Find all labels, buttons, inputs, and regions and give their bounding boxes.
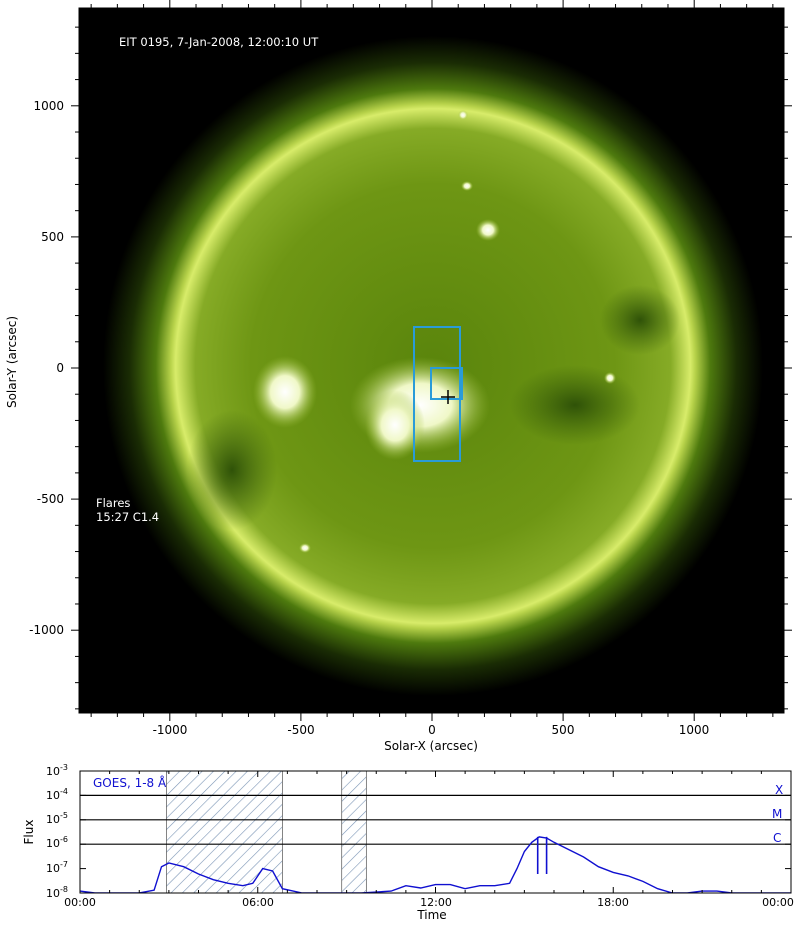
goes-panel: GOES, 1-8 Å X M C 10-3 10-4 10-5 10-6 10… bbox=[22, 763, 794, 922]
context-box bbox=[413, 326, 461, 462]
flux-class-levels bbox=[80, 794, 791, 845]
x-tick-label: -1000 bbox=[153, 723, 188, 737]
x-tick-label: 00:00 bbox=[762, 896, 794, 909]
y-tick-label: 500 bbox=[41, 230, 64, 244]
y-tick-label: 1000 bbox=[33, 99, 64, 113]
shaded-intervals bbox=[166, 770, 367, 894]
y-tick-label: -500 bbox=[37, 492, 64, 506]
y-tick-label: -1000 bbox=[29, 623, 64, 637]
x-tick-label: 500 bbox=[552, 723, 575, 737]
shaded-interval bbox=[341, 770, 367, 894]
y-axis-label: Solar-Y (arcsec) bbox=[5, 316, 19, 408]
y-tick-label: 10-8 bbox=[46, 885, 68, 900]
goes-flux-line bbox=[80, 836, 791, 893]
image-title: EIT 0195, 7-Jan-2008, 12:00:10 UT bbox=[119, 35, 319, 49]
flares-heading: Flares bbox=[96, 496, 130, 510]
coronal-hole-left bbox=[187, 410, 277, 530]
y-tick-label: 10-7 bbox=[46, 860, 68, 875]
bright-point-north-2 bbox=[461, 181, 473, 191]
bright-point-north bbox=[476, 219, 500, 241]
coronal-hole-right bbox=[510, 365, 640, 445]
flare-box bbox=[430, 367, 463, 400]
goes-y-axis-label: Flux bbox=[22, 820, 36, 845]
shaded-interval bbox=[166, 770, 283, 894]
bright-point-limb bbox=[458, 110, 468, 120]
x-tick-label: 18:00 bbox=[597, 896, 629, 909]
y-tick-label: 0 bbox=[56, 361, 64, 375]
x-tick-label: 1000 bbox=[679, 723, 710, 737]
class-label-x: X bbox=[775, 783, 783, 797]
flare-markers bbox=[536, 836, 548, 875]
x-tick-label: 0 bbox=[428, 723, 436, 737]
goes-title: GOES, 1-8 Å bbox=[93, 775, 167, 790]
bright-point-east bbox=[604, 372, 616, 384]
coronal-hole-east bbox=[600, 285, 680, 355]
goes-x-axis-label: Time bbox=[416, 908, 446, 922]
class-label-c: C bbox=[773, 831, 781, 845]
x-tick-label: -500 bbox=[287, 723, 314, 737]
y-tick-label: 10-6 bbox=[46, 835, 68, 850]
class-label-m: M bbox=[772, 807, 782, 821]
x-tick-label: 00:00 bbox=[64, 896, 96, 909]
y-tick-label: 10-5 bbox=[46, 811, 68, 826]
x-tick-label: 12:00 bbox=[420, 896, 452, 909]
active-region-center-south bbox=[365, 390, 425, 460]
y-tick-label: 10-4 bbox=[46, 787, 68, 802]
eit-image-panel: EIT 0195, 7-Jan-2008, 12:00:10 UT Flares… bbox=[5, 0, 792, 753]
active-region-left bbox=[253, 356, 317, 428]
image-axis-ticks bbox=[71, 0, 792, 721]
y-tick-label: 10-3 bbox=[46, 763, 68, 778]
x-tick-label: 06:00 bbox=[242, 896, 274, 909]
goes-y-tick-labels: 10-3 10-4 10-5 10-6 10-7 10-8 bbox=[46, 763, 68, 900]
bright-point-south bbox=[299, 543, 311, 553]
flares-entry: 15:27 C1.4 bbox=[96, 510, 159, 524]
x-axis-label: Solar-X (arcsec) bbox=[384, 739, 478, 753]
goes-axis-ticks bbox=[79, 770, 792, 894]
